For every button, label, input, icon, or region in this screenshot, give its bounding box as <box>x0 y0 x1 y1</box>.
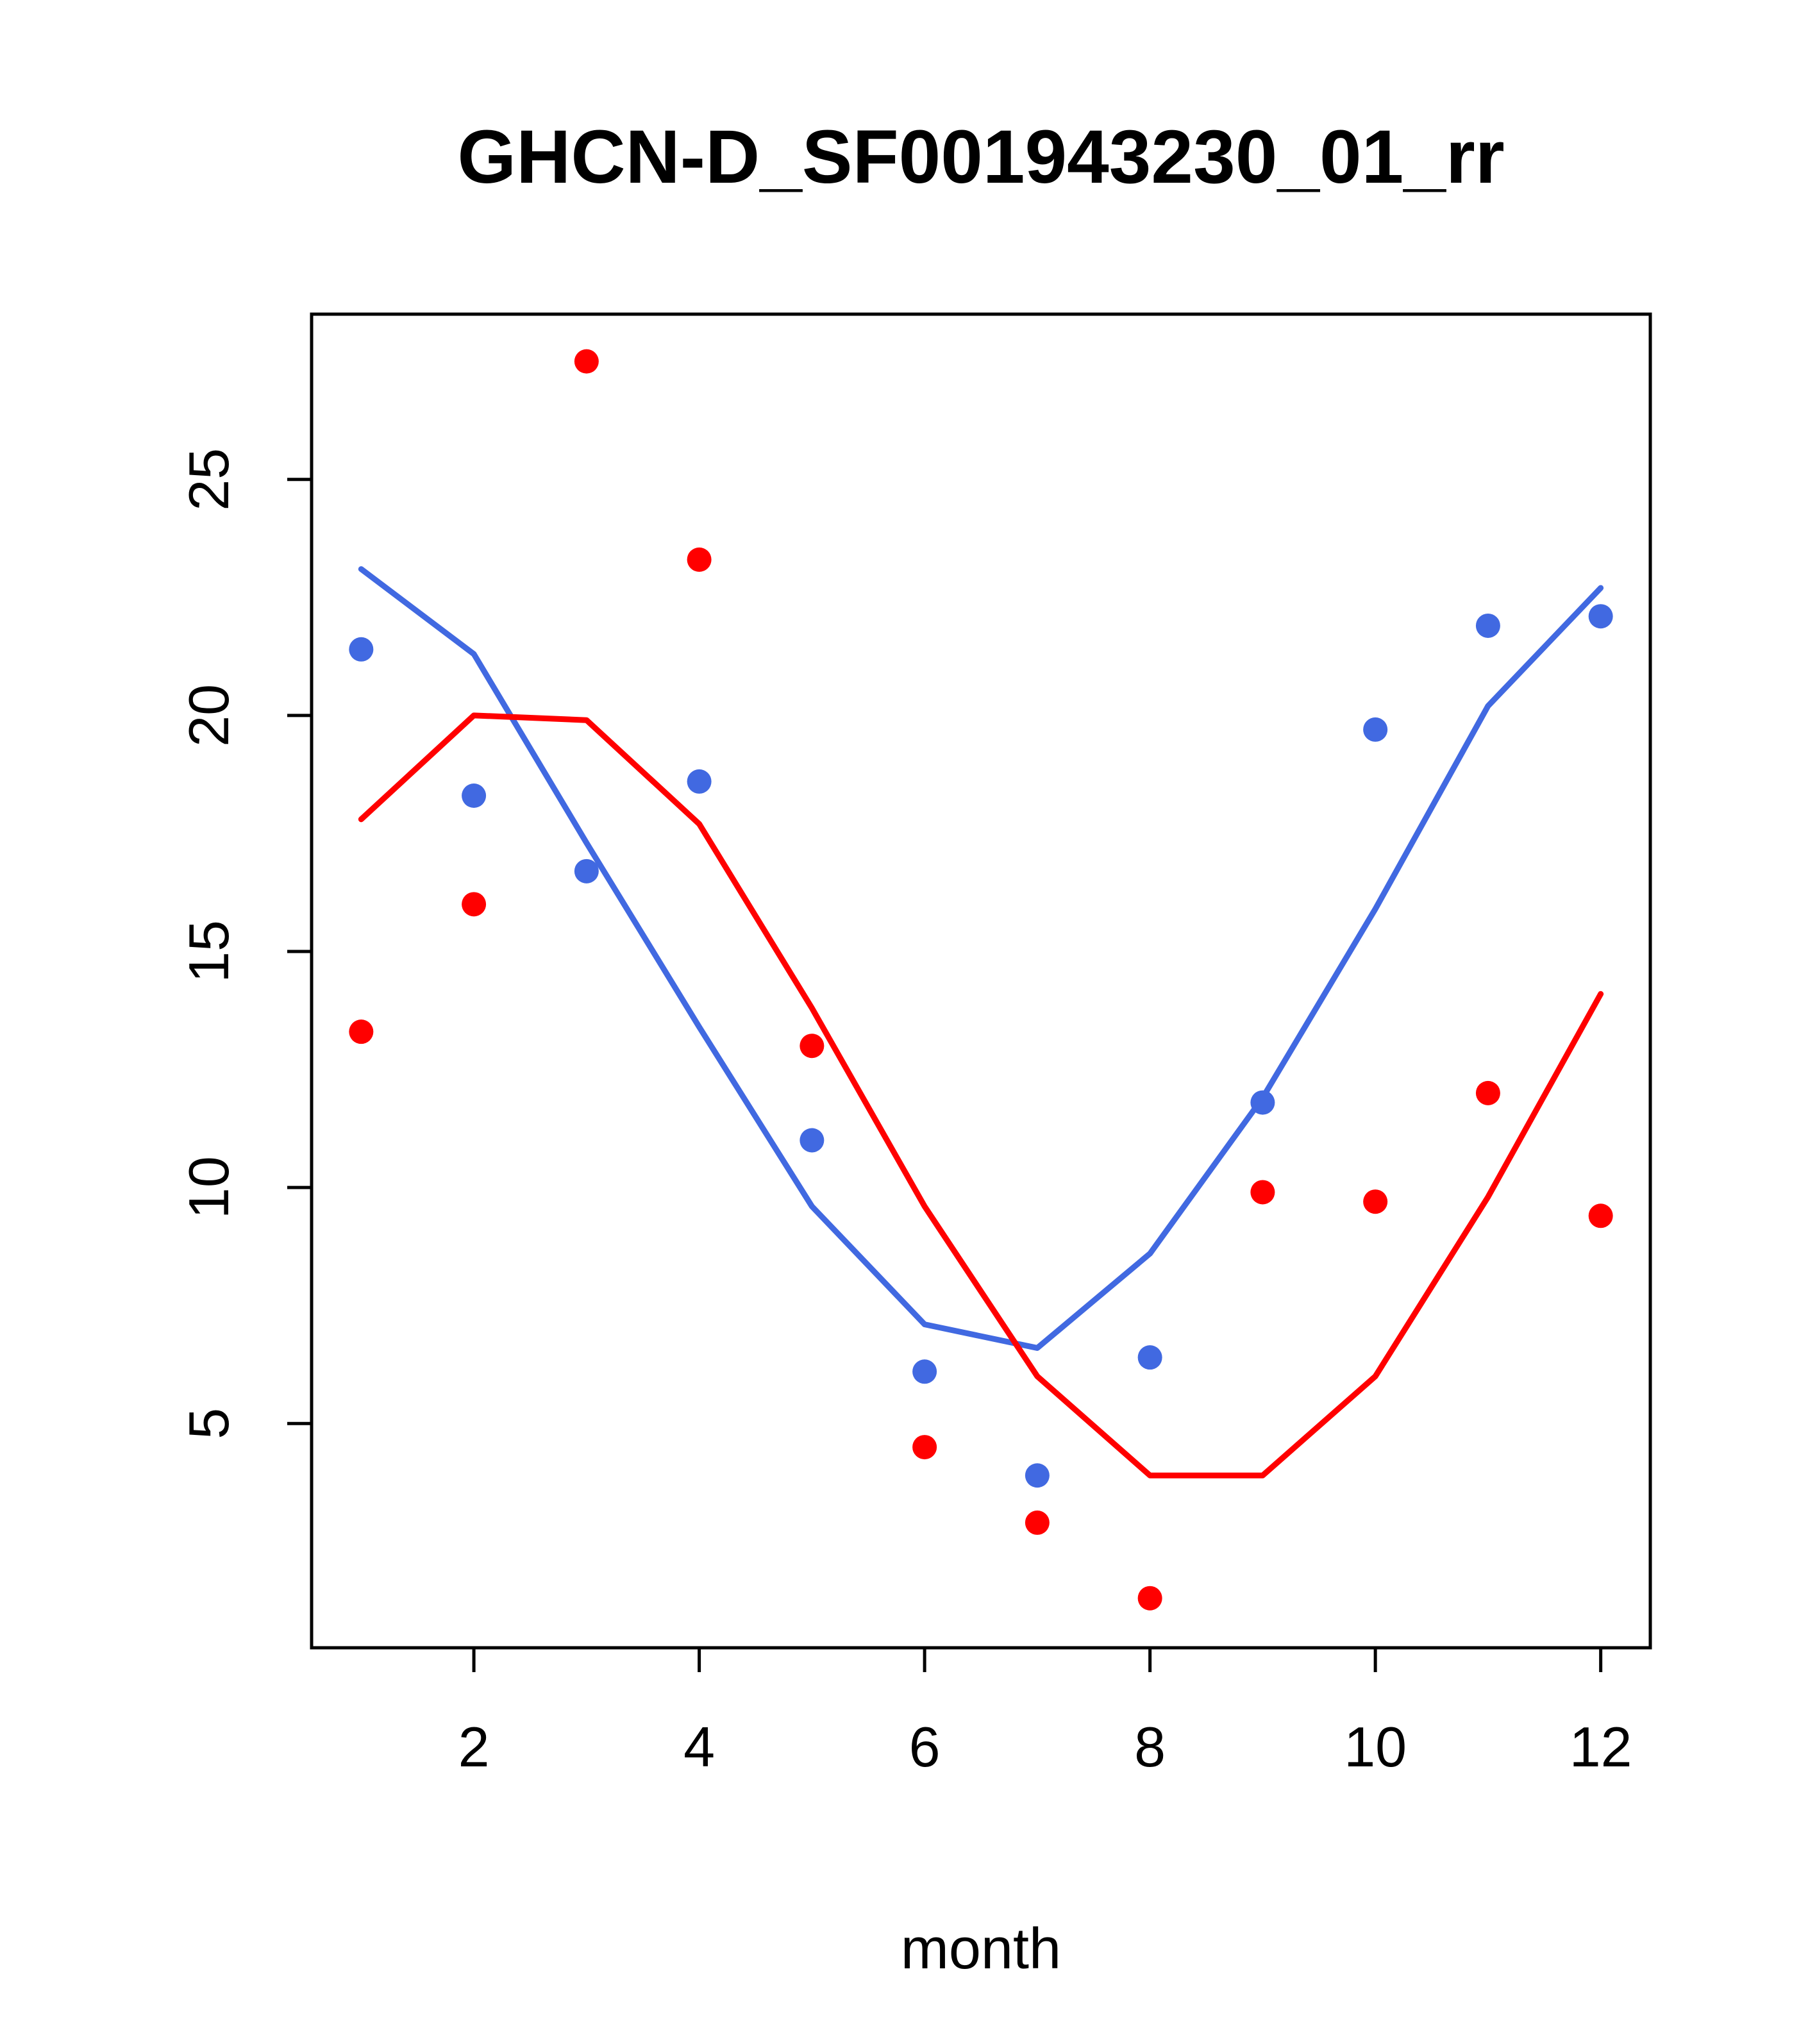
blue-smoothed-line <box>358 566 1604 1351</box>
y-tick-label: 5 <box>177 1408 240 1439</box>
red-monthly-points-marker <box>1588 1203 1613 1228</box>
blue-monthly-points-marker <box>574 859 599 884</box>
blue-monthly-points-marker <box>1588 604 1613 629</box>
red-monthly-points <box>349 349 1613 1611</box>
red-monthly-points-marker <box>574 349 599 374</box>
blue-monthly-points-marker <box>1250 1090 1275 1115</box>
x-tick-label: 8 <box>1134 1715 1166 1779</box>
blue-monthly-points-marker <box>1137 1345 1162 1370</box>
blue-monthly-points-marker <box>1475 613 1500 638</box>
blue-monthly-points-marker <box>912 1359 937 1384</box>
red-monthly-points-marker <box>1025 1510 1050 1535</box>
x-tick-label: 2 <box>458 1715 490 1779</box>
red-monthly-points-marker <box>912 1435 937 1460</box>
red-monthly-points-marker <box>1137 1586 1162 1611</box>
red-smoothed-line <box>358 712 1604 1479</box>
x-axis-ticks <box>472 1648 1603 1672</box>
plot-border <box>310 312 1652 1650</box>
x-axis-title: month <box>901 1917 1061 1981</box>
blue-monthly-points-marker <box>462 783 487 808</box>
blue-monthly-points-marker <box>1363 717 1388 742</box>
y-axis-ticks <box>287 478 312 1425</box>
y-tick-label: 25 <box>177 448 240 511</box>
series-points <box>349 349 1613 1611</box>
red-monthly-points-marker <box>462 892 487 917</box>
blue-monthly-points-marker <box>687 769 712 794</box>
red-monthly-points-marker <box>800 1034 825 1059</box>
x-axis-tick-labels: 2 4 6 8 10 12 <box>458 1715 1632 1779</box>
red-monthly-points-marker <box>1250 1180 1275 1205</box>
blue-monthly-points <box>349 604 1613 1488</box>
y-tick-label: 20 <box>177 684 240 747</box>
red-monthly-points-marker <box>349 1019 374 1044</box>
red-monthly-points-marker <box>1363 1189 1388 1214</box>
blue-monthly-points-marker <box>800 1128 825 1153</box>
blue-monthly-points-marker <box>1025 1463 1050 1488</box>
x-tick-label: 6 <box>909 1715 941 1779</box>
x-tick-label: 12 <box>1570 1715 1632 1779</box>
series-lines <box>358 566 1604 1479</box>
x-tick-label: 10 <box>1344 1715 1407 1779</box>
y-axis-tick-labels: 5 10 15 20 25 <box>177 448 240 1439</box>
y-tick-label: 15 <box>177 920 240 983</box>
y-tick-label: 10 <box>177 1156 240 1219</box>
red-monthly-points-marker <box>1475 1080 1500 1105</box>
chart-title: GHCN-D_SF001943230_01_rr <box>457 115 1504 199</box>
red-monthly-points-marker <box>687 547 712 572</box>
x-tick-label: 4 <box>683 1715 715 1779</box>
blue-monthly-points-marker <box>349 637 374 662</box>
